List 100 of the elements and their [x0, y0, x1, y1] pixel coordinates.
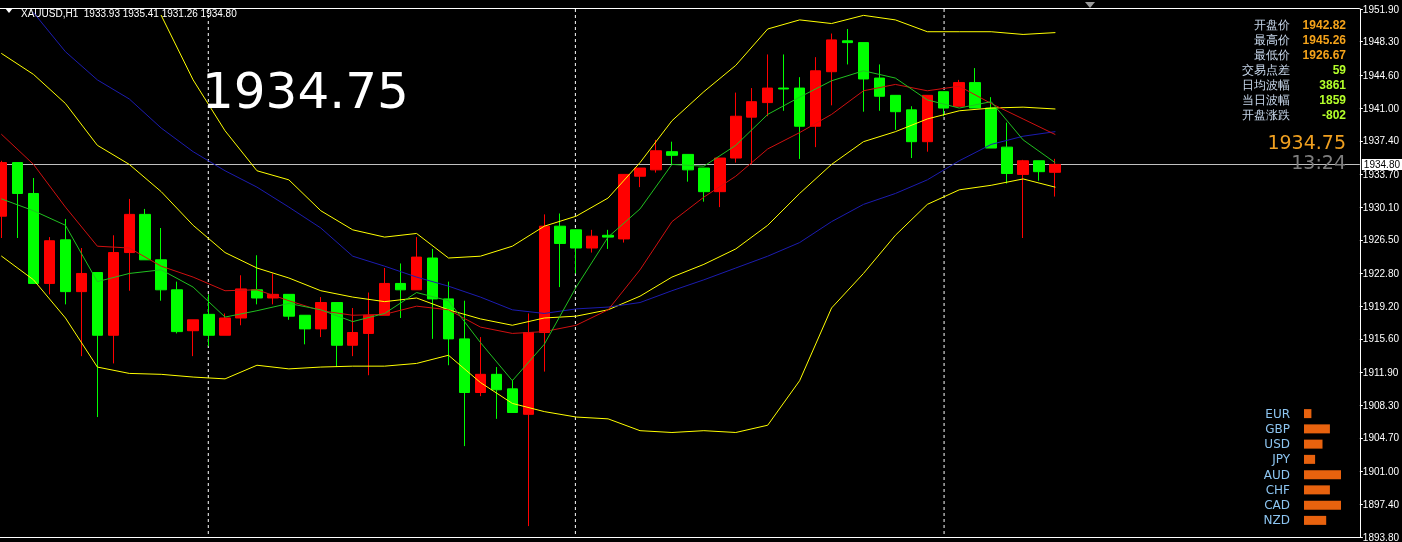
candlestick	[523, 312, 534, 527]
annotation: 1934.75	[202, 62, 409, 120]
y-tick-label: 1893.80	[1362, 531, 1400, 542]
bar	[1304, 409, 1312, 419]
candlestick	[730, 92, 742, 164]
y-tick-label: 1901.00	[1362, 466, 1400, 478]
chart-title: XAUUSD,H1 1933.93 1935.41 1931.26 1934.80	[21, 7, 238, 19]
candlestick	[698, 167, 710, 203]
candlestick	[842, 28, 853, 65]
candlestick	[826, 33, 837, 106]
candlestick	[650, 139, 662, 174]
candlestick	[187, 319, 199, 357]
candlestick	[347, 307, 358, 357]
candlestick	[411, 236, 422, 291]
candlestick	[666, 141, 678, 165]
candlestick	[1001, 122, 1013, 184]
text: 1934.75	[1267, 131, 1346, 153]
candlestick	[539, 213, 550, 373]
candlestick	[890, 94, 901, 131]
y-tick-label: 1911.90	[1362, 367, 1399, 379]
candlestick	[155, 227, 167, 302]
candlestick	[570, 229, 582, 274]
text: 最低价 1926.67	[1254, 48, 1346, 62]
candlestick	[874, 63, 885, 112]
candlestick	[315, 296, 327, 338]
candlestick	[922, 94, 933, 153]
candlestick	[938, 91, 949, 117]
candlestick	[363, 292, 374, 376]
candlestick	[76, 247, 87, 357]
text: 最高价 1945.26	[1254, 33, 1346, 47]
candlestick	[969, 67, 981, 109]
line-series	[1, 178, 1056, 433]
y-tick-label: AUD	[1263, 467, 1290, 482]
candlestick	[427, 248, 438, 340]
y-tick-label: 1908.30	[1362, 399, 1400, 411]
candlestick	[491, 366, 502, 420]
bar	[1304, 454, 1316, 464]
bar	[1304, 500, 1341, 510]
candlestick	[124, 198, 135, 292]
bar	[1304, 485, 1330, 495]
candlestick	[395, 262, 406, 319]
y-tick-label: 1904.70	[1362, 432, 1400, 444]
candlestick	[714, 157, 726, 208]
candlestick	[953, 79, 965, 107]
y-tick-label: USD	[1264, 437, 1290, 452]
candlestick	[810, 56, 821, 148]
y-tick-label: 1930.10	[1362, 201, 1400, 213]
y-tick-label: CAD	[1264, 498, 1290, 513]
y-tick-label: 1948.30	[1362, 36, 1400, 48]
y-tick-label: 1937.40	[1362, 135, 1400, 147]
candlestick	[1049, 158, 1061, 198]
y-tick-label: NZD	[1263, 513, 1290, 528]
line-series	[1, 70, 1056, 382]
candlestick	[459, 300, 470, 447]
bar	[1304, 424, 1330, 434]
candlestick	[235, 274, 247, 326]
candlestick	[219, 312, 231, 336]
y-tick-label: 1926.50	[1362, 234, 1400, 246]
candlestick	[778, 53, 789, 112]
y-tick-label: GBP	[1265, 421, 1290, 436]
candlestick	[44, 236, 55, 295]
y-tick-label: 1941.00	[1362, 102, 1400, 114]
candlestick	[906, 105, 917, 159]
candlestick	[618, 173, 630, 244]
candlestick	[858, 42, 869, 113]
candlestick	[746, 87, 757, 165]
y-tick-label: 1919.20	[1362, 300, 1400, 312]
candlestick	[92, 272, 103, 418]
text: 开盘涨跌 -802	[1242, 108, 1346, 122]
y-tick-label: 1897.40	[1362, 498, 1400, 510]
candlestick	[1017, 159, 1029, 239]
candlestick	[475, 336, 486, 397]
y-tick-label: CHF	[1265, 482, 1291, 497]
candlestick	[602, 229, 614, 250]
y-tick-label: 1951.90	[1362, 3, 1400, 15]
candlestick	[634, 167, 646, 188]
candlestick	[794, 76, 805, 160]
y-tick-label: 1922.80	[1362, 267, 1400, 279]
candlestick	[1033, 160, 1045, 182]
y-tick-label: 1915.60	[1362, 333, 1400, 345]
candlestick	[12, 162, 23, 239]
candlestick	[682, 153, 694, 183]
y-tick-label: 1944.60	[1362, 69, 1400, 81]
text: 交易点差 59	[1242, 63, 1346, 77]
bar	[1304, 439, 1323, 449]
candlestick	[108, 234, 119, 364]
bar	[1304, 515, 1327, 525]
candlestick	[985, 96, 997, 149]
candlestick	[171, 281, 183, 334]
text: 日均波幅 3861	[1242, 78, 1346, 92]
candlestick	[762, 53, 773, 117]
candlestick	[299, 314, 311, 345]
candlestick	[586, 229, 598, 254]
text: 开盘价 1942.82	[1254, 18, 1346, 32]
y-tick-label: 1933.70	[1362, 168, 1400, 180]
candlestick	[443, 281, 454, 366]
y-tick-label: JPY	[1271, 452, 1291, 467]
candlestick	[554, 212, 566, 288]
candlestick	[507, 379, 518, 413]
bar	[1304, 470, 1341, 480]
